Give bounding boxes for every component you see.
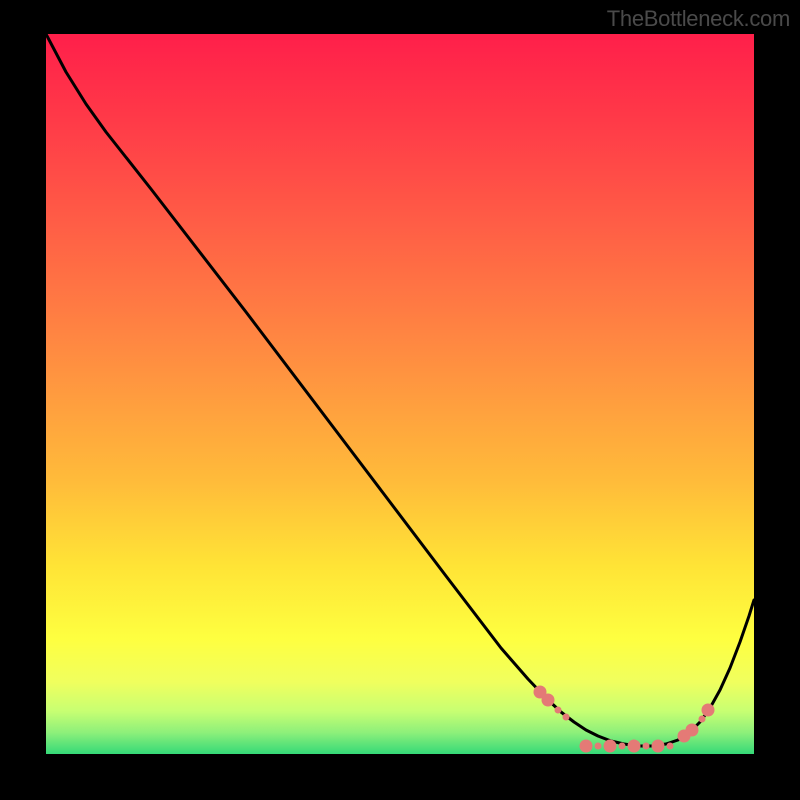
marker-dot (563, 714, 570, 721)
marker-dot (702, 704, 715, 717)
marker-dot (595, 743, 602, 750)
marker-dot (643, 743, 650, 750)
marker-dot (699, 716, 706, 723)
marker-dot (686, 724, 699, 737)
marker-dot (604, 740, 617, 753)
watermark-text: TheBottleneck.com (607, 6, 790, 32)
marker-dot (628, 740, 641, 753)
chart-container: TheBottleneck.com (0, 0, 800, 800)
plot-area (46, 34, 754, 754)
marker-dot (580, 740, 593, 753)
marker-dot (667, 743, 674, 750)
marker-dot (652, 740, 665, 753)
marker-dot (542, 694, 555, 707)
gradient-background (46, 34, 754, 754)
marker-dot (555, 707, 562, 714)
marker-dot (619, 743, 626, 750)
plot-svg (46, 34, 754, 754)
